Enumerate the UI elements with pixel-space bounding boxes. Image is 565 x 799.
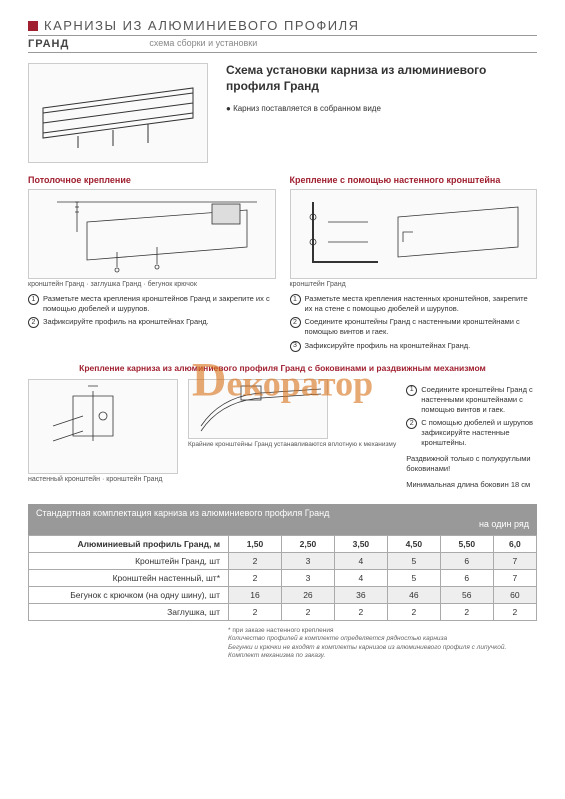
- cell: 3: [281, 552, 334, 569]
- wall-labels: кронштейн Гранд: [290, 281, 538, 288]
- sliding-right: 1Соедините кронштейны Гранд с настенными…: [406, 379, 537, 490]
- cell: 2: [229, 569, 282, 586]
- row-label: Кронштейн Гранд, шт: [29, 552, 229, 569]
- cell: 60: [493, 586, 536, 603]
- cell: 56: [440, 586, 493, 603]
- header-row2: ГРАНД схема сборки и установки: [28, 36, 537, 53]
- table-section: Стандартная комплектация карниза из алюм…: [28, 504, 537, 661]
- ceiling-labels: кронштейн Гранд · заглушка Гранд · бегун…: [28, 281, 276, 288]
- table-footnotes: * при заказе настенного крепления Количе…: [28, 627, 537, 661]
- cell: 7: [493, 569, 536, 586]
- spec-table: Алюминиевый профиль Гранд, м1,502,503,50…: [28, 535, 537, 621]
- sliding-title: Крепление карниза из алюминиевого профил…: [28, 363, 537, 373]
- diagram-wall: [290, 189, 538, 279]
- page: КАРНИЗЫ ИЗ АЛЮМИНИЕВОГО ПРОФИЛЯ ГРАНД сх…: [0, 0, 565, 799]
- header-bar: КАРНИЗЫ ИЗ АЛЮМИНИЕВОГО ПРОФИЛЯ: [28, 18, 537, 36]
- cell: 7: [493, 552, 536, 569]
- main-note: Карниз поставляется в собранном виде: [226, 104, 537, 113]
- step-text: Соедините кронштейны Гранд с настенными …: [305, 317, 538, 337]
- col: 4,50: [387, 535, 440, 552]
- header-desc: схема сборки и установки: [149, 38, 257, 50]
- diagram-sliding-bracket: [28, 379, 178, 474]
- col-ceiling: Потолочное крепление кронштейн Гранд · з…: [28, 175, 276, 355]
- cell: 16: [229, 586, 282, 603]
- step-text: Разметьте места крепления настенных крон…: [305, 294, 538, 314]
- cell: 26: [281, 586, 334, 603]
- sliding-labels: настенный кронштейн · кронштейн Гранд: [28, 476, 178, 483]
- sliding-left: настенный кронштейн · кронштейн Гранд: [28, 379, 178, 490]
- cell: 5: [387, 569, 440, 586]
- col: 1,50: [229, 535, 282, 552]
- lbl: заглушка Гранд: [90, 281, 141, 288]
- cell: 2: [493, 603, 536, 620]
- col: 6,0: [493, 535, 536, 552]
- cell: 2: [334, 603, 387, 620]
- header-subtitle: ГРАНД: [28, 38, 69, 50]
- header-square: [28, 21, 38, 31]
- diagram-profile: [28, 63, 208, 163]
- ceiling-title: Потолочное крепление: [28, 175, 276, 185]
- wall-title: Крепление с помощью настенного кронштейн…: [290, 175, 538, 185]
- cell: 4: [334, 569, 387, 586]
- col: 5,50: [440, 535, 493, 552]
- row-sliding: настенный кронштейн · кронштейн Гранд Кр…: [28, 379, 537, 490]
- col-header: Алюминиевый профиль Гранд, м: [29, 535, 229, 552]
- footnote: Количество профилей в комплекте определя…: [228, 635, 537, 643]
- profile-svg: [33, 68, 203, 158]
- cell: 6: [440, 552, 493, 569]
- header-title: КАРНИЗЫ ИЗ АЛЮМИНИЕВОГО ПРОФИЛЯ: [44, 18, 360, 33]
- row-label: Кронштейн настенный, шт*: [29, 569, 229, 586]
- step-text: С помощью дюбелей и шурупов зафиксируйте…: [421, 418, 537, 448]
- row-label: Заглушка, шт: [29, 603, 229, 620]
- sliding-note1: Раздвижной только с полукруглыми боковин…: [406, 454, 537, 474]
- main-title: Схема установки карниза из алюминиевого …: [226, 63, 537, 94]
- table-title2: на один ряд: [36, 519, 529, 531]
- step-text: Разметьте места крепления кронштейнов Гр…: [43, 294, 276, 314]
- lbl: бегунок крючок: [148, 281, 197, 288]
- cell: 2: [281, 603, 334, 620]
- col-wall: Крепление с помощью настенного кронштейн…: [290, 175, 538, 355]
- row-label: Бегунок с крючком (на одну шину), шт: [29, 586, 229, 603]
- diagram-ceiling: [28, 189, 276, 279]
- cell: 2: [229, 552, 282, 569]
- lbl: кронштейн Гранд: [28, 281, 84, 288]
- cell: 2: [440, 603, 493, 620]
- cell: 6: [440, 569, 493, 586]
- cell: 2: [387, 603, 440, 620]
- table-header: Стандартная комплектация карниза из алюм…: [28, 504, 537, 535]
- sliding-mid: Крайние кронштейны Гранд устанавливаются…: [188, 379, 396, 490]
- cell: 3: [281, 569, 334, 586]
- diagram-sliding-curve: [188, 379, 328, 439]
- lbl: кронштейн Гранд: [106, 476, 162, 483]
- table-title1: Стандартная комплектация карниза из алюм…: [36, 508, 529, 520]
- footnote: Бегунки и крючки не входят в комплекты к…: [228, 644, 537, 652]
- cell: 5: [387, 552, 440, 569]
- cell: 36: [334, 586, 387, 603]
- row-mounting: Потолочное крепление кронштейн Гранд · з…: [28, 175, 537, 355]
- lbl: настенный кронштейн: [28, 476, 100, 483]
- cell: 2: [229, 603, 282, 620]
- col: 2,50: [281, 535, 334, 552]
- col: 3,50: [334, 535, 387, 552]
- wall-steps: 1Разметьте места крепления настенных кро…: [290, 294, 538, 352]
- step-text: Соедините кронштейны Гранд с настенными …: [421, 385, 537, 415]
- sliding-label3: Крайние кронштейны Гранд устанавливаются…: [188, 441, 396, 448]
- intro-text: Схема установки карниза из алюминиевого …: [226, 63, 537, 163]
- footnote: Комплект механизма по заказу.: [228, 652, 537, 660]
- lbl: кронштейн Гранд: [290, 281, 346, 288]
- step-text: Зафиксируйте профиль на кронштейнах Гран…: [43, 317, 209, 328]
- cell: 46: [387, 586, 440, 603]
- cell: 4: [334, 552, 387, 569]
- sliding-note2: Минимальная длина боковин 18 см: [406, 480, 537, 490]
- row-intro: Схема установки карниза из алюминиевого …: [28, 63, 537, 163]
- step-text: Зафиксируйте профиль на кронштейнах Гран…: [305, 341, 471, 352]
- ceiling-steps: 1Разметьте места крепления кронштейнов Г…: [28, 294, 276, 328]
